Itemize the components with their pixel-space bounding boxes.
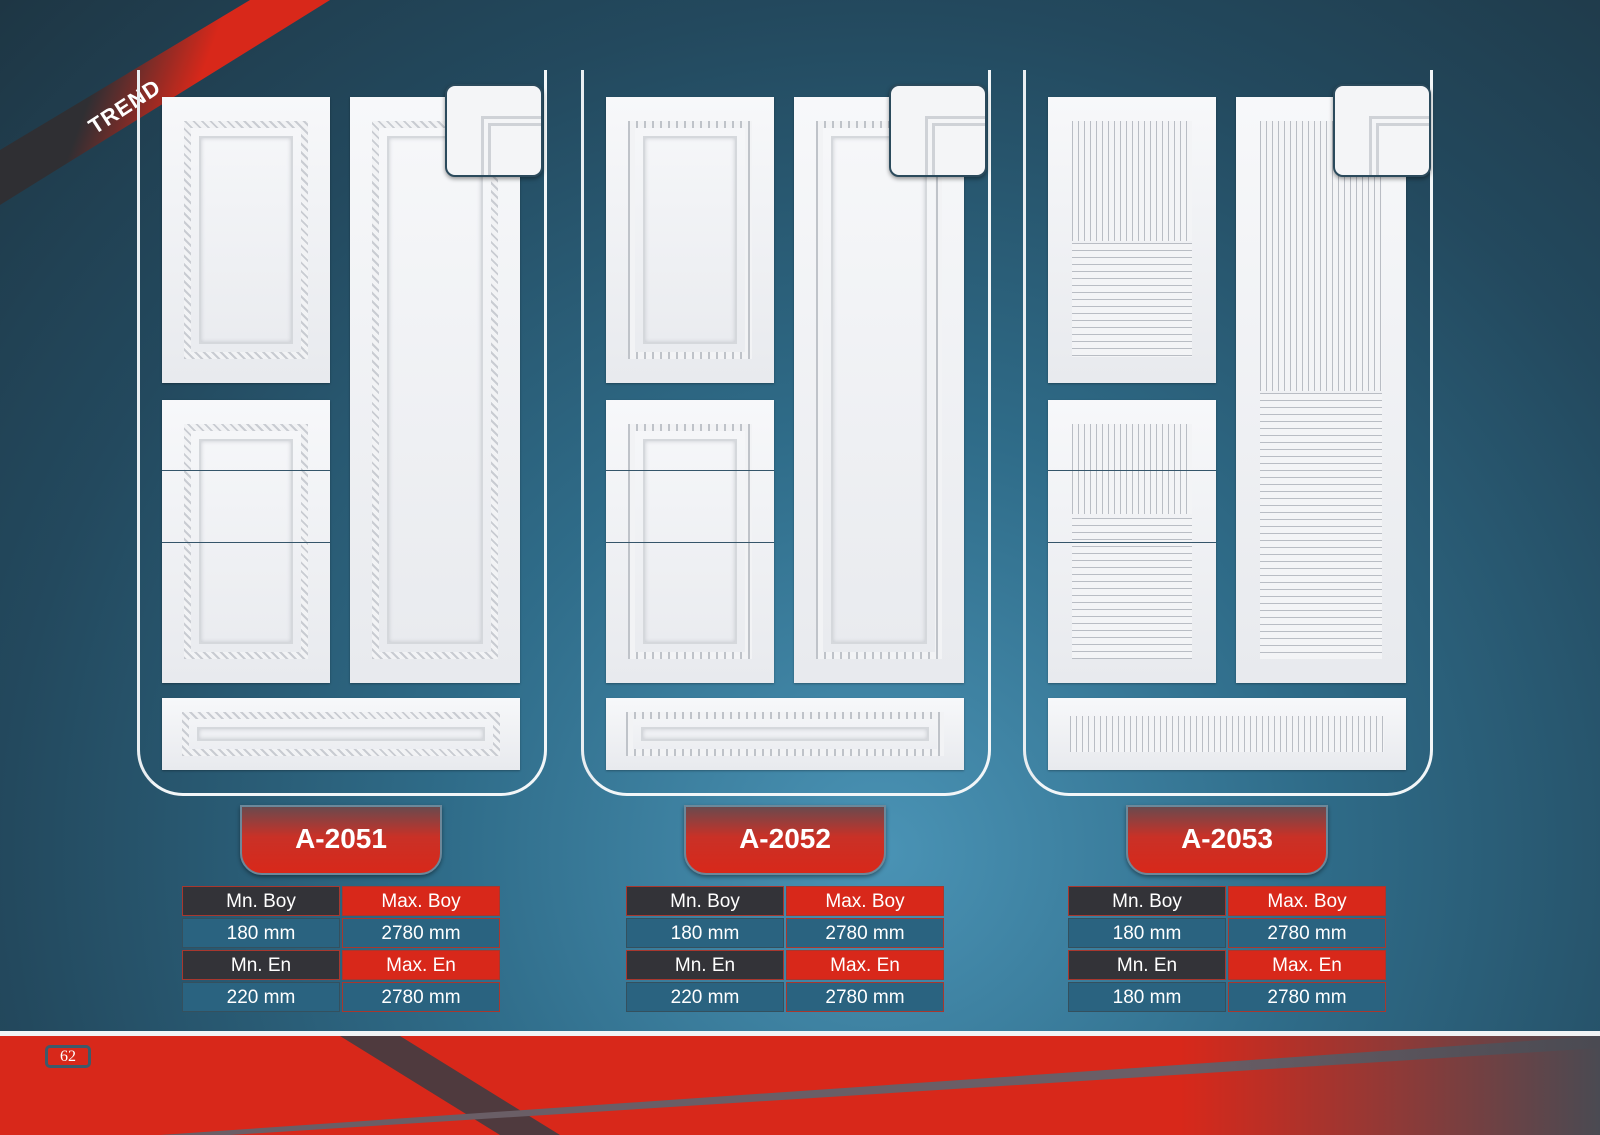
footer-band: [0, 1036, 1600, 1135]
spec-max-width: 2780 mm: [786, 982, 944, 1012]
door-panel-tall: [794, 97, 964, 683]
product-card-a-2053: [1023, 70, 1433, 796]
product-card-a-2051: [137, 70, 547, 796]
spec-table: Mn. Boy Max. Boy 180 mm 2780 mm Mn. En Max. E…: [182, 886, 500, 1012]
spec-min-height: 180 mm: [182, 918, 340, 948]
product-card-a-2052: [581, 70, 991, 796]
spec-max-height: 2780 mm: [342, 918, 500, 948]
door-panel-tall: [1236, 97, 1406, 683]
product-code-label: A-2053: [1126, 805, 1328, 875]
product-code-label: A-2051: [240, 805, 442, 875]
drawer-panel: [1048, 698, 1406, 770]
corner-detail-image: [889, 84, 987, 177]
spec-max-height-label: Max. Boy: [342, 886, 500, 916]
door-panel-top-left: [1048, 97, 1216, 383]
spec-max-height: 2780 mm: [786, 918, 944, 948]
door-panel-tall: [350, 97, 520, 683]
spec-min-height-label: Mn. Boy: [182, 886, 340, 916]
page-number: 62: [45, 1045, 91, 1068]
spec-max-width: 2780 mm: [342, 982, 500, 1012]
spec-min-width: 180 mm: [1068, 982, 1226, 1012]
panel-cut-line: [606, 542, 774, 543]
spec-min-height: 180 mm: [626, 918, 784, 948]
drawer-panel: [606, 698, 964, 770]
spec-max-width-label: Max. En: [342, 950, 500, 980]
corner-detail-image: [1333, 84, 1431, 177]
spec-min-width-label: Mn. En: [182, 950, 340, 980]
product-code-label: A-2052: [684, 805, 886, 875]
panel-cut-line: [162, 542, 330, 543]
card-frame: [137, 70, 547, 796]
spec-max-height: 2780 mm: [1228, 918, 1386, 948]
panel-cut-line: [606, 470, 774, 471]
panel-cut-line: [162, 470, 330, 471]
corner-detail-image: [445, 84, 543, 177]
spec-max-width-label: Max. En: [786, 950, 944, 980]
spec-min-width-label: Mn. En: [626, 950, 784, 980]
spec-min-height-label: Mn. Boy: [1068, 886, 1226, 916]
footer-divider: [0, 1031, 1600, 1036]
panel-cut-line: [1048, 542, 1216, 543]
door-panel-middle-left: [606, 400, 774, 683]
spec-max-height-label: Max. Boy: [1228, 886, 1386, 916]
spec-max-height-label: Max. Boy: [786, 886, 944, 916]
card-frame: [1023, 70, 1433, 796]
panel-cut-line: [1048, 470, 1216, 471]
card-frame: [581, 70, 991, 796]
spec-table: Mn. Boy Max. Boy 180 mm 2780 mm Mn. En Max. E…: [626, 886, 944, 1012]
door-panel-top-left: [606, 97, 774, 383]
spec-min-width: 220 mm: [182, 982, 340, 1012]
spec-max-width-label: Max. En: [1228, 950, 1386, 980]
spec-min-width-label: Mn. En: [1068, 950, 1226, 980]
spec-min-height-label: Mn. Boy: [626, 886, 784, 916]
spec-max-width: 2780 mm: [1228, 982, 1386, 1012]
spec-min-height: 180 mm: [1068, 918, 1226, 948]
door-panel-middle-left: [162, 400, 330, 683]
door-panel-top-left: [162, 97, 330, 383]
spec-table: Mn. Boy Max. Boy 180 mm 2780 mm Mn. En Max. E…: [1068, 886, 1386, 1012]
drawer-panel: [162, 698, 520, 770]
spec-min-width: 220 mm: [626, 982, 784, 1012]
door-panel-middle-left: [1048, 400, 1216, 683]
